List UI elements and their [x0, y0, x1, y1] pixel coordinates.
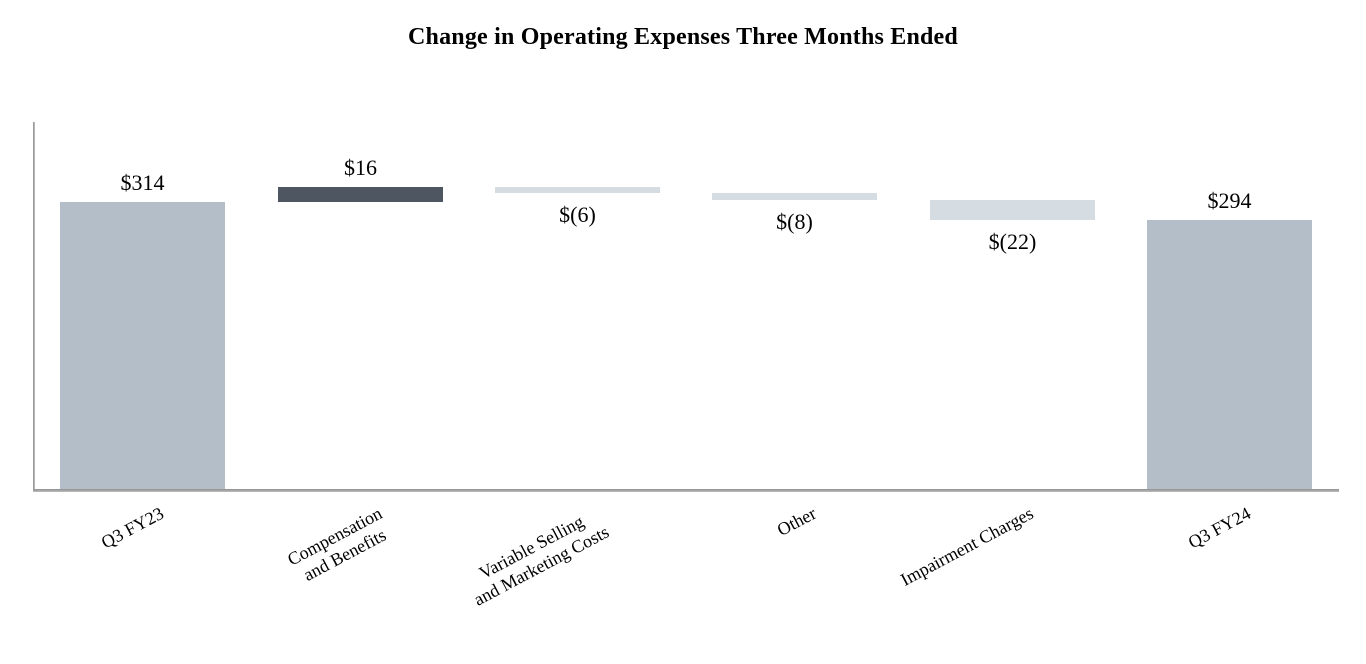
bar-variable-selling-and-marketing-costs: [495, 187, 660, 193]
category-label-other: Other: [773, 503, 819, 540]
value-label-q3-fy23: $314: [120, 170, 165, 195]
bar-other: [712, 192, 877, 201]
y-axis-line: [33, 122, 35, 491]
bar-q3-fy24: [1147, 220, 1312, 489]
category-label-variable-selling-and-marketing-costs: Variable Selling and Marketing Costs: [469, 511, 612, 610]
value-label-q3-fy24: $294: [1207, 188, 1252, 214]
value-label-other: $(8): [776, 209, 813, 235]
category-label-q3-fy24: Q3 FY24: [1184, 503, 1254, 553]
bar-impairment-charges: [930, 200, 1095, 221]
bar-q3-fy23: [60, 202, 225, 489]
value-label-impairment-charges: $(22): [988, 229, 1037, 255]
bar-compensation-and-benefits: [278, 187, 443, 202]
value-label-compensation-and-benefits: $16: [344, 155, 377, 181]
value-label-variable-selling-and-marketing-costs: $(6): [559, 201, 596, 227]
category-label-q3-fy23: Q3 FY23: [97, 503, 167, 553]
category-label-impairment-charges: Impairment Charges: [897, 503, 1037, 590]
chart-title: Change in Operating Expenses Three Month…: [408, 24, 958, 50]
category-label-compensation-and-benefits: Compensation and Benefits: [283, 503, 389, 585]
x-axis-line: [33, 489, 1339, 492]
